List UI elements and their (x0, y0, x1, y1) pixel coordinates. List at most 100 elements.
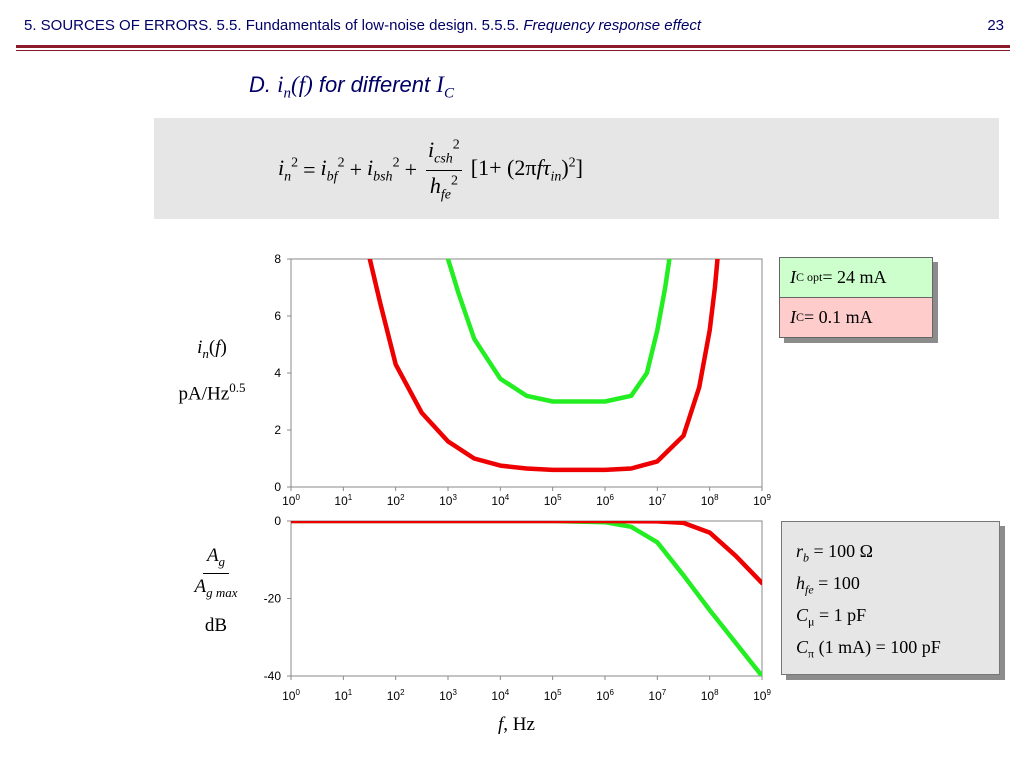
f-bf: bf (326, 169, 338, 185)
f-i: i (278, 154, 285, 180)
f-close: ) (561, 154, 569, 180)
f-bracket-open: [1+ (2 (470, 154, 526, 180)
formula-box (154, 118, 999, 219)
f-den-h: h (429, 172, 441, 198)
subtitle-in-f: in(f) (277, 72, 313, 102)
f-fraction: icsh2 hfe2 (425, 137, 462, 203)
yl-po: ( (208, 337, 216, 358)
header-rule-thick (16, 45, 1010, 48)
x-tick-label: 104 (491, 493, 509, 508)
y-tick-label: -20 (264, 592, 282, 606)
page-number: 23 (987, 17, 1004, 34)
x-tick-label: 100 (282, 493, 300, 508)
y-tick-label: 0 (274, 480, 281, 494)
x-tick-label: 106 (596, 688, 614, 703)
yl2-gmax: g max (206, 584, 238, 600)
y-tick-label: 2 (274, 423, 281, 437)
hfe-rest: = 100 (813, 573, 860, 593)
header-prefix: 5. SOURCES OF ERRORS. 5.5. Fundamentals … (24, 17, 524, 34)
x-tick-label: 100 (282, 688, 300, 703)
x-tick-label: 106 (596, 493, 614, 508)
series-line-green (445, 259, 672, 404)
x-tick-label: 109 (753, 688, 771, 703)
subtitle-paren-open: ( (291, 72, 299, 97)
param-hfe: hfe = 100 (796, 573, 860, 598)
f-sq6: 2 (568, 155, 576, 171)
subtitle-C: C (443, 85, 454, 102)
f-pi: π (525, 154, 537, 180)
f-num-i: i (427, 137, 435, 163)
cmu-rest: = 1 pF (814, 605, 867, 625)
x-tick-label: 102 (387, 688, 405, 703)
f-sq4: 2 (452, 137, 460, 153)
plot-area-1 (290, 520, 763, 677)
f-sq2: 2 (337, 155, 345, 171)
x-axis-label: f, Hz (498, 714, 535, 736)
header-rule-thin (16, 50, 1010, 51)
y-axis-label-top: in(f) pA/Hz0.5 (170, 331, 254, 411)
cpi-sub: π (808, 646, 815, 661)
cpi-sym: C (796, 637, 809, 657)
series-line-red (291, 521, 762, 586)
f-i-bsh: i (366, 154, 374, 180)
subtitle-middle: for different (312, 72, 437, 97)
param-rb: rb = 100 Ω (796, 541, 873, 566)
yl-pc: ) (220, 337, 227, 358)
legend0-sub: C opt (796, 270, 823, 284)
x-tick-label: 102 (387, 493, 405, 508)
f-sq3: 2 (392, 155, 400, 171)
f-bsh: bsh (373, 169, 393, 185)
x-tick-label: 104 (491, 688, 509, 703)
x-tick-label: 105 (544, 493, 562, 508)
yl-units-exp: 0.5 (229, 379, 246, 395)
f-n: n (284, 169, 292, 185)
yl-n: n (202, 345, 209, 361)
y-axis-label-bottom: Ag Ag max dB (183, 545, 249, 637)
subtitle-prefix: D. (249, 72, 278, 97)
legend1-I: I (790, 307, 796, 327)
y-tick-label: 4 (274, 366, 281, 380)
subtitle-f: f (298, 72, 306, 97)
f-eq: = (303, 157, 316, 182)
cmu-sub: μ (808, 614, 815, 629)
x-tick-label: 103 (439, 493, 457, 508)
subtitle-paren-close: ) (305, 72, 313, 97)
param-cmu: Cμ = 1 pF (796, 605, 866, 630)
yl-units: pA/Hz (178, 383, 230, 405)
xl-rest: , Hz (503, 714, 535, 735)
f-bracket-close: ] (575, 154, 583, 180)
f-sq1: 2 (291, 155, 299, 171)
x-tick-label: 108 (701, 493, 719, 508)
subtitle-ic: IC (436, 72, 454, 102)
x-tick-label: 109 (753, 493, 771, 508)
x-tick-label: 107 (648, 688, 666, 703)
f-plus2: + (404, 157, 417, 182)
f-csh: csh (434, 151, 453, 167)
plot-area-0 (290, 258, 763, 488)
f-in: in (550, 169, 562, 185)
hfe-sub: fe (805, 582, 814, 597)
yl2-A: A (206, 545, 219, 566)
f-fe: fe (440, 186, 451, 202)
slide-subtitle: D. in(f) for different IC (249, 72, 454, 103)
yl-f: f (215, 337, 221, 358)
y-tick-label: 6 (274, 309, 281, 323)
x-tick-label: 101 (334, 493, 352, 508)
cmu-sym: C (796, 605, 809, 625)
hfe-sym: h (796, 573, 805, 593)
rb-sym: r (796, 541, 804, 561)
x-tick-label: 103 (439, 688, 457, 703)
x-tick-label: 101 (334, 688, 352, 703)
yl2-A-den: A (194, 575, 207, 597)
legend1-sub: C (796, 310, 805, 324)
rb-rest: = 100 Ω (809, 541, 874, 561)
legend0-I: I (790, 267, 796, 287)
yl2-g: g (218, 553, 226, 569)
noise-formula: in2 = ibf2 + ibsh2 + icsh2 hfe2 [1+ (2πf… (278, 135, 583, 205)
param-cpi: Cπ (1 mA) = 100 pF (796, 637, 941, 662)
cpi-rest: (1 mA) = 100 pF (814, 637, 941, 657)
yl2-db: dB (204, 614, 228, 636)
